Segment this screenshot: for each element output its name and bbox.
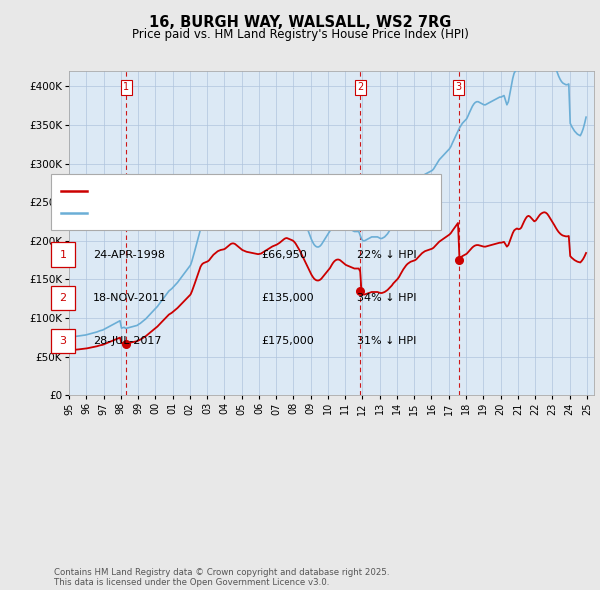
Text: 34% ↓ HPI: 34% ↓ HPI: [357, 293, 416, 303]
Text: 16, BURGH WAY, WALSALL, WS2 7RG (detached house): 16, BURGH WAY, WALSALL, WS2 7RG (detache…: [89, 186, 377, 196]
Text: 16, BURGH WAY, WALSALL, WS2 7RG: 16, BURGH WAY, WALSALL, WS2 7RG: [149, 15, 451, 30]
Text: £66,950: £66,950: [261, 250, 307, 260]
Text: £135,000: £135,000: [261, 293, 314, 303]
Text: 24-APR-1998: 24-APR-1998: [93, 250, 165, 260]
Text: 1: 1: [59, 250, 67, 260]
Text: 2: 2: [59, 293, 67, 303]
Text: 28-JUL-2017: 28-JUL-2017: [93, 336, 161, 346]
Text: 1: 1: [123, 82, 129, 92]
Text: Contains HM Land Registry data © Crown copyright and database right 2025.
This d: Contains HM Land Registry data © Crown c…: [54, 568, 389, 587]
Text: Price paid vs. HM Land Registry's House Price Index (HPI): Price paid vs. HM Land Registry's House …: [131, 28, 469, 41]
Text: HPI: Average price, detached house, Walsall: HPI: Average price, detached house, Wals…: [89, 208, 319, 218]
Text: 3: 3: [455, 82, 461, 92]
Text: £175,000: £175,000: [261, 336, 314, 346]
Text: 3: 3: [59, 336, 67, 346]
Text: 31% ↓ HPI: 31% ↓ HPI: [357, 336, 416, 346]
Text: 18-NOV-2011: 18-NOV-2011: [93, 293, 167, 303]
Text: 2: 2: [357, 82, 364, 92]
Text: 22% ↓ HPI: 22% ↓ HPI: [357, 250, 416, 260]
